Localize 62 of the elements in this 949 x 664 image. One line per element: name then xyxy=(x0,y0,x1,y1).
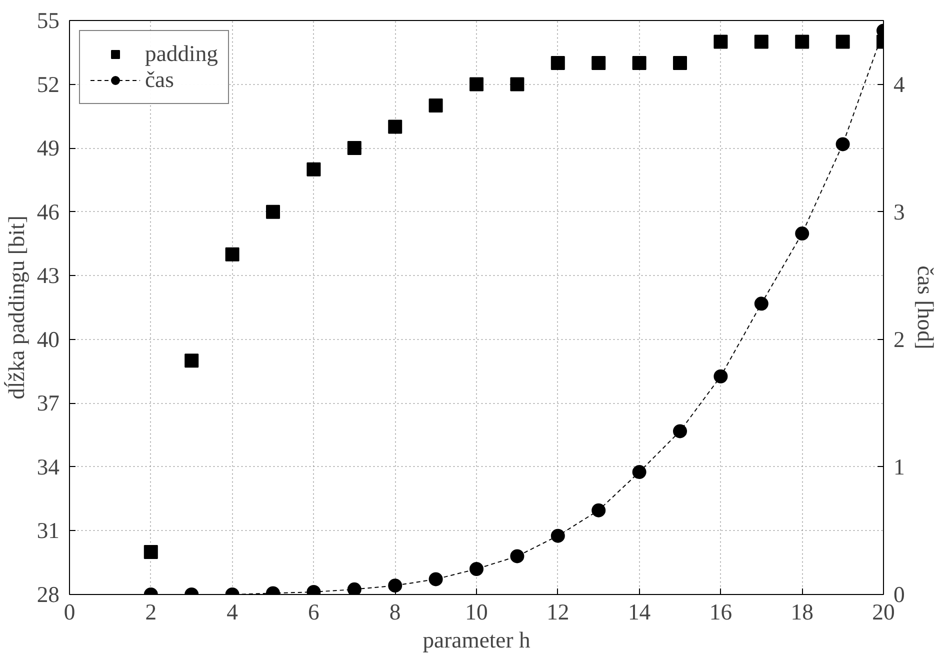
y2-tick-label: 1 xyxy=(894,454,905,480)
point xyxy=(144,544,158,559)
y-tick-label: 37 xyxy=(36,390,60,416)
x-tick-label: 16 xyxy=(709,600,732,624)
point xyxy=(184,354,199,368)
point xyxy=(347,582,362,594)
point xyxy=(225,247,240,262)
x-tick-label: 0 xyxy=(64,600,76,624)
x-tick-label: 12 xyxy=(546,600,570,624)
legend-label: padding xyxy=(145,41,218,67)
y-tick-label: 46 xyxy=(36,199,60,224)
point xyxy=(550,56,565,70)
y-tick-label: 40 xyxy=(36,326,60,352)
y2-tick-label: 2 xyxy=(894,326,905,352)
legend-label: čas xyxy=(145,67,174,93)
point xyxy=(550,528,565,543)
point xyxy=(592,503,606,518)
y-axis-title: dĺžka paddingu [bit] xyxy=(4,216,29,400)
y2-tick-label: 4 xyxy=(894,72,905,97)
y-tick-label: 43 xyxy=(36,263,60,288)
point xyxy=(470,77,484,92)
point xyxy=(632,56,646,70)
x-tick-label: 14 xyxy=(628,600,651,624)
point xyxy=(632,465,646,480)
y-tick-label: 55 xyxy=(36,8,60,33)
point xyxy=(754,296,768,311)
x-tick-label: 10 xyxy=(465,600,488,624)
point xyxy=(306,162,321,176)
x-tick-label: 8 xyxy=(389,600,401,624)
point xyxy=(673,424,687,438)
x-tick-label: 20 xyxy=(872,600,895,624)
point xyxy=(714,369,728,384)
point xyxy=(795,34,810,49)
point xyxy=(836,137,850,152)
point xyxy=(510,77,524,92)
point xyxy=(470,562,484,576)
y2-axis-title: čas [hod] xyxy=(912,266,938,350)
x-tick-label: 2 xyxy=(145,600,157,624)
point xyxy=(388,120,402,134)
point xyxy=(714,34,728,49)
point xyxy=(428,572,443,586)
x-tick-label: 6 xyxy=(308,600,320,624)
y-tick-label: 34 xyxy=(36,454,60,480)
y2-tick-label: 3 xyxy=(894,199,905,224)
point xyxy=(836,34,850,49)
point xyxy=(266,204,280,219)
point xyxy=(795,226,810,241)
point xyxy=(754,34,768,49)
y2-tick-label: 0 xyxy=(894,582,905,607)
y-tick-label: 52 xyxy=(36,72,60,97)
x-axis-title: parameter h xyxy=(422,628,531,652)
point xyxy=(388,578,402,593)
point xyxy=(592,56,606,70)
y-tick-label: 49 xyxy=(36,136,60,161)
x-tick-label: 18 xyxy=(790,600,814,624)
y-tick-label: 31 xyxy=(36,518,60,544)
x-tick-label: 4 xyxy=(226,600,238,624)
point xyxy=(510,549,524,564)
point xyxy=(347,141,362,156)
y-tick-label: 28 xyxy=(36,582,60,607)
point xyxy=(428,98,443,113)
point xyxy=(673,56,687,70)
